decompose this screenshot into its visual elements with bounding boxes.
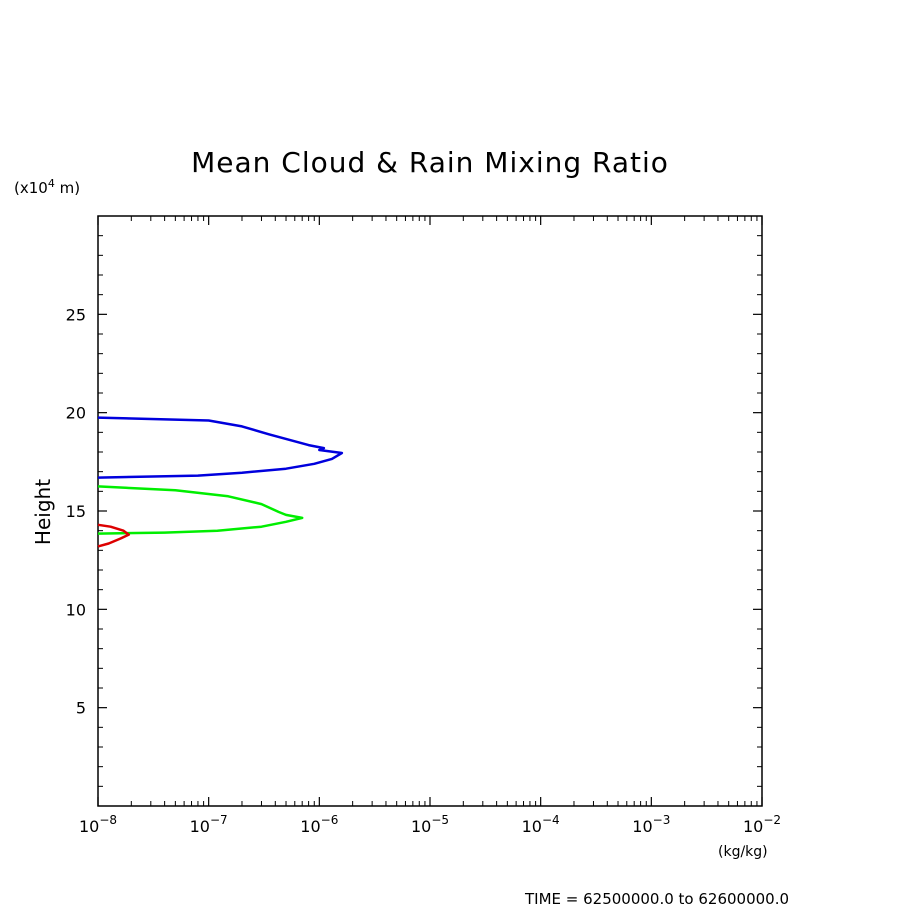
y-axis-unit: (x104 m) [14, 177, 80, 197]
y-tick-labels: 5 10 15 20 25 [66, 305, 86, 717]
y-axis-label: Height [31, 479, 55, 545]
x-tick-label: 10−2 [743, 813, 781, 836]
series-line-1 [97, 416, 344, 479]
plot-frame [97, 215, 763, 807]
footer-time-range: TIME = 62500000.0 to 62600000.0 [524, 890, 789, 904]
y-tick-label: 10 [66, 600, 86, 619]
axis-ticks [97, 216, 763, 806]
x-tick-label: 10−6 [300, 813, 338, 836]
y-tick-label: 20 [66, 404, 86, 423]
x-tick-label: 10−4 [522, 813, 560, 836]
series-line-2 [97, 485, 304, 535]
series-group [97, 416, 344, 548]
y-tick-label: 25 [66, 305, 86, 324]
x-tick-label: 10−7 [190, 813, 228, 836]
x-tick-label: 10−5 [411, 813, 449, 836]
chart-title: Mean Cloud & Rain Mixing Ratio [191, 146, 669, 179]
x-tick-label: 10−8 [79, 813, 117, 836]
x-tick-labels: 10−8 10−7 10−6 10−5 10−4 10−3 10−2 [79, 813, 781, 836]
y-tick-label: 15 [66, 502, 86, 521]
series-line-3 [97, 523, 131, 548]
y-tick-label: 5 [76, 699, 86, 718]
x-tick-label: 10−3 [632, 813, 670, 836]
x-axis-unit: (kg/kg) [718, 844, 768, 860]
